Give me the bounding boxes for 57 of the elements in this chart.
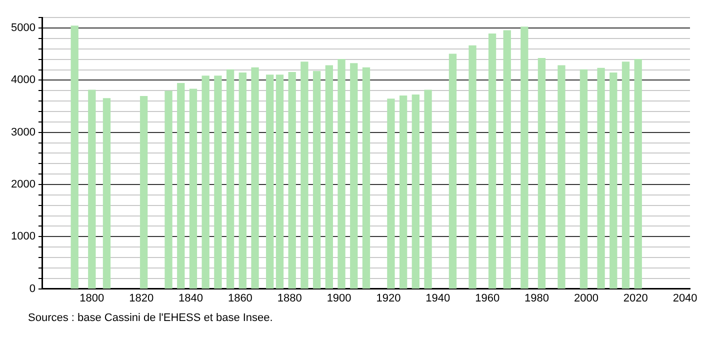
bar <box>412 94 420 289</box>
bar <box>102 98 111 289</box>
bar <box>538 58 546 289</box>
x-tick-label: 1980 <box>524 292 550 304</box>
bar <box>468 45 476 289</box>
bar <box>238 72 246 289</box>
bar <box>387 98 395 289</box>
x-tick-label: 1840 <box>178 292 203 304</box>
bar <box>214 76 222 289</box>
bar <box>251 67 259 289</box>
bar <box>226 69 234 289</box>
bar <box>424 90 432 289</box>
bar <box>202 76 210 289</box>
bar <box>448 54 457 289</box>
bar <box>362 67 370 289</box>
bar <box>610 72 618 289</box>
bar <box>300 62 308 289</box>
y-tick-label: 2000 <box>10 178 36 191</box>
bar <box>288 72 296 289</box>
bar <box>140 96 148 289</box>
bar <box>634 58 642 289</box>
bar <box>488 33 496 289</box>
source-note: Sources : base Cassini de l'EHESS et base Insee. <box>28 312 274 324</box>
x-tick-label: 1800 <box>80 292 104 304</box>
x-tick-label: 1940 <box>426 292 450 304</box>
bar <box>164 90 172 289</box>
bar <box>177 82 185 289</box>
x-tick-label: 1880 <box>277 292 302 304</box>
x-tick-label: 1820 <box>129 292 154 304</box>
y-tick-label: 1000 <box>10 230 36 243</box>
bar <box>597 68 605 289</box>
bar <box>622 62 630 289</box>
x-tick-label: 1960 <box>475 292 500 304</box>
y-tick-label: 3000 <box>10 126 36 138</box>
bar <box>276 74 284 289</box>
x-tick-label: 2000 <box>574 292 598 304</box>
bar <box>70 26 78 289</box>
bar <box>312 70 321 289</box>
bar <box>338 58 346 289</box>
x-tick-label: 1920 <box>376 292 401 304</box>
bar <box>88 90 96 289</box>
y-tick-label: 0 <box>29 282 36 295</box>
bar <box>503 30 511 289</box>
x-tick-label: 2040 <box>672 292 698 304</box>
x-tick-label: 1860 <box>228 292 252 304</box>
bar <box>266 74 274 289</box>
x-tick-label: 1900 <box>326 292 352 304</box>
y-tick-label: 4000 <box>10 74 36 86</box>
bar <box>580 69 588 289</box>
x-tick-label: 2020 <box>623 292 648 304</box>
bar <box>350 63 358 289</box>
bar <box>325 65 333 289</box>
bar <box>558 65 566 289</box>
bar <box>189 88 198 289</box>
bar <box>399 96 408 289</box>
y-tick-label: 5000 <box>10 22 36 34</box>
bar <box>520 26 528 289</box>
